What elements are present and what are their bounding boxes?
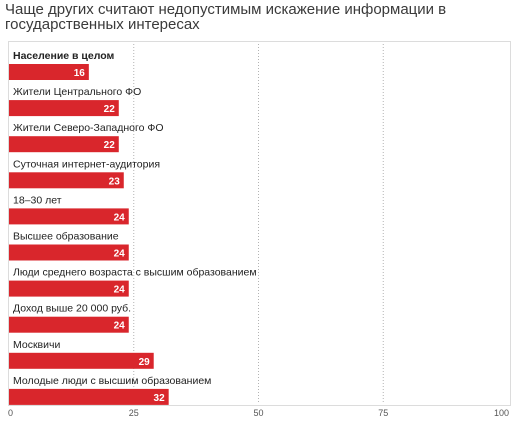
bar: [9, 100, 119, 117]
category-label: Жители Северо-Западного ФО: [13, 122, 164, 134]
x-tick-label: 25: [129, 408, 139, 418]
value-label: 16: [74, 68, 86, 79]
value-label: 24: [114, 249, 126, 260]
value-label: 22: [104, 140, 116, 151]
value-label: 29: [139, 357, 151, 368]
bar: [9, 388, 169, 405]
bar: [9, 316, 129, 333]
category-label: Москвичи: [13, 339, 60, 351]
bar: [9, 208, 129, 225]
bar: [9, 136, 119, 153]
category-label: Молодые люди с высшим образованием: [13, 375, 211, 387]
bar: [9, 244, 129, 261]
x-tick-label: 0: [8, 408, 13, 418]
bar: [9, 64, 89, 80]
chart-title: Чаще других считают недопустимым искажен…: [5, 1, 447, 33]
value-label: 24: [114, 212, 126, 223]
value-label: 32: [154, 393, 166, 404]
bar: [9, 280, 129, 297]
category-label: 18–30 лет: [13, 194, 62, 206]
value-label: 22: [104, 104, 116, 115]
value-label: 24: [114, 321, 126, 332]
value-label: 24: [114, 285, 126, 296]
category-label: Население в целом: [13, 50, 115, 62]
category-label: Доход выше 20 000 руб.: [13, 303, 131, 315]
x-tick-label: 50: [253, 408, 263, 418]
category-label: Люди среднего возраста с высшим образова…: [13, 267, 257, 279]
x-tick-label: 75: [378, 408, 388, 418]
bar: [9, 352, 154, 369]
bar: [9, 172, 124, 189]
value-label: 23: [109, 176, 121, 187]
x-tick-label: 100: [494, 408, 509, 418]
category-label: Жители Центрального ФО: [13, 86, 141, 98]
category-label: Высшее образование: [13, 231, 119, 243]
category-label: Суточная интернет-аудитория: [13, 158, 160, 170]
